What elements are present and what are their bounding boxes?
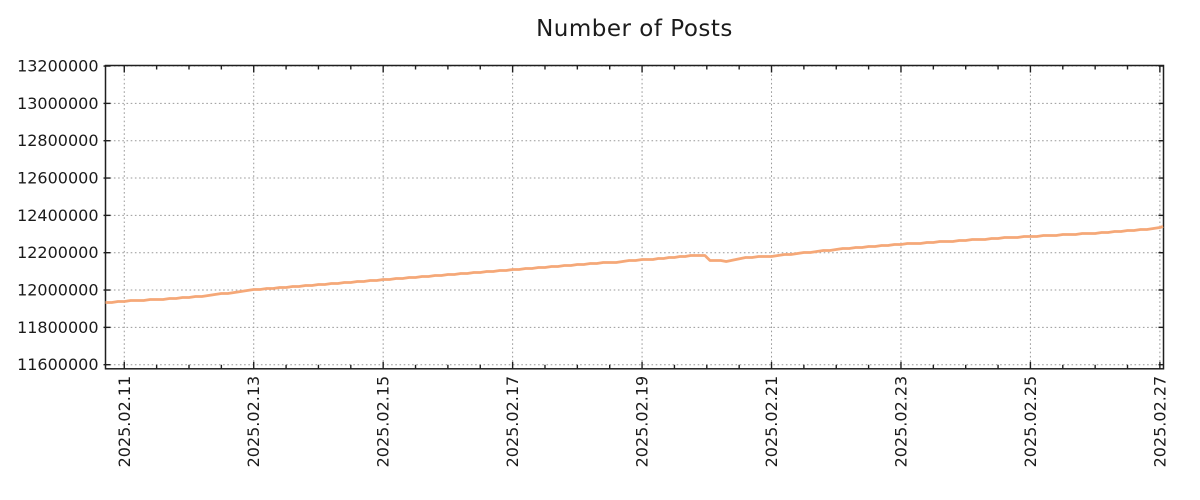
y-tick-label: 11600000: [17, 355, 98, 374]
y-tick-label: 13000000: [17, 94, 98, 113]
x-tick-label: 2025.02.25: [1021, 376, 1040, 468]
axis-ticks: [103, 65, 1164, 369]
x-tick-label: 2025.02.13: [244, 376, 263, 468]
x-tick-label: 2025.02.15: [374, 376, 393, 468]
x-tick-label: 2025.02.27: [1150, 376, 1169, 468]
y-tick-label: 12600000: [17, 169, 98, 188]
number-of-posts-line: [105, 225, 1164, 304]
grid: [105, 65, 1164, 366]
axis-labels: 13200000 13000000 12800000 12600000 12400000…: [17, 57, 1169, 468]
x-tick-label: 2025.02.23: [891, 376, 910, 468]
x-tick-label: 2025.02.11: [115, 376, 134, 468]
y-tick-label: 13200000: [17, 57, 98, 76]
y-tick-label: 12200000: [17, 243, 98, 262]
y-tick-label: 11800000: [17, 318, 98, 337]
x-tick-label: 2025.02.19: [633, 376, 652, 468]
y-tick-label: 12400000: [17, 206, 98, 225]
y-tick-label: 12000000: [17, 281, 98, 300]
plot-border: [104, 64, 1165, 370]
chart-title: Number of Posts: [536, 16, 733, 42]
y-tick-label: 12800000: [17, 131, 98, 150]
x-tick-label: 2025.02.17: [503, 376, 522, 468]
x-tick-label: 2025.02.21: [762, 376, 781, 468]
